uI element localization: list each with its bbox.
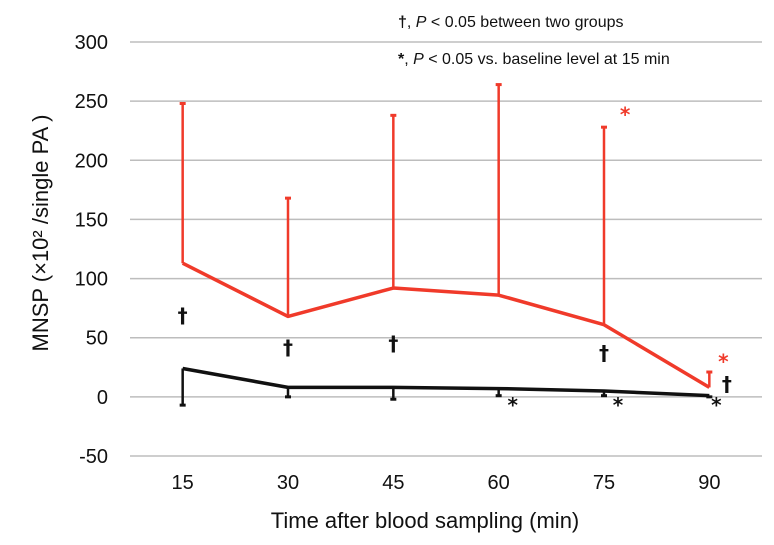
dagger-marker: † — [388, 332, 398, 356]
x-tick-label: 15 — [172, 472, 194, 494]
y-axis-title: MNSP (×10² /single PA ) — [28, 114, 53, 351]
y-tick-label: 300 — [75, 32, 108, 54]
series-line-red — [181, 261, 711, 389]
asterisk-marker: * — [613, 393, 624, 417]
dagger-marker: † — [599, 341, 609, 365]
y-tick-label: 250 — [75, 91, 108, 113]
y-tick-label: 200 — [75, 150, 108, 172]
y-tick-label: -50 — [79, 446, 108, 468]
dagger-marker: † — [722, 372, 732, 396]
x-axis-ticks: 15 30 45 60 75 90 — [172, 472, 721, 494]
significance-markers: †† † ††* * *** — [178, 102, 732, 417]
legend-entry-asterisk: *, P < 0.05 vs. baseline level at 15 min — [398, 51, 670, 68]
error-bars — [179, 83, 713, 407]
legend-dagger-symbol: † — [398, 14, 407, 31]
asterisk-marker: * — [620, 102, 631, 126]
x-tick-label: 60 — [488, 472, 510, 494]
dagger-marker: † — [283, 335, 293, 359]
gridlines — [130, 41, 762, 457]
y-tick-label: 50 — [86, 328, 108, 350]
series-lines — [181, 261, 711, 398]
x-tick-label: 45 — [382, 472, 404, 494]
series-line-black — [182, 366, 710, 398]
y-tick-label: 100 — [75, 269, 108, 291]
y-tick-label: 0 — [97, 387, 108, 409]
x-tick-label: 30 — [277, 472, 299, 494]
x-axis-title: Time after blood sampling (min) — [271, 508, 580, 533]
x-tick-label: 75 — [593, 472, 615, 494]
y-tick-label: 150 — [75, 209, 108, 231]
x-tick-label: 90 — [698, 472, 720, 494]
legend: †, P < 0.05 between two groups *, P < 0.… — [398, 14, 670, 68]
dagger-marker: † — [178, 303, 188, 327]
y-axis-ticks: -50 0 50 100 150 200 250 300 — [75, 32, 108, 468]
asterisk-marker: * — [711, 393, 722, 417]
legend-entry-dagger: †, P < 0.05 between two groups — [398, 14, 624, 31]
asterisk-marker: * — [718, 349, 729, 373]
legend-asterisk-symbol: * — [398, 51, 405, 68]
asterisk-marker: * — [507, 393, 518, 417]
